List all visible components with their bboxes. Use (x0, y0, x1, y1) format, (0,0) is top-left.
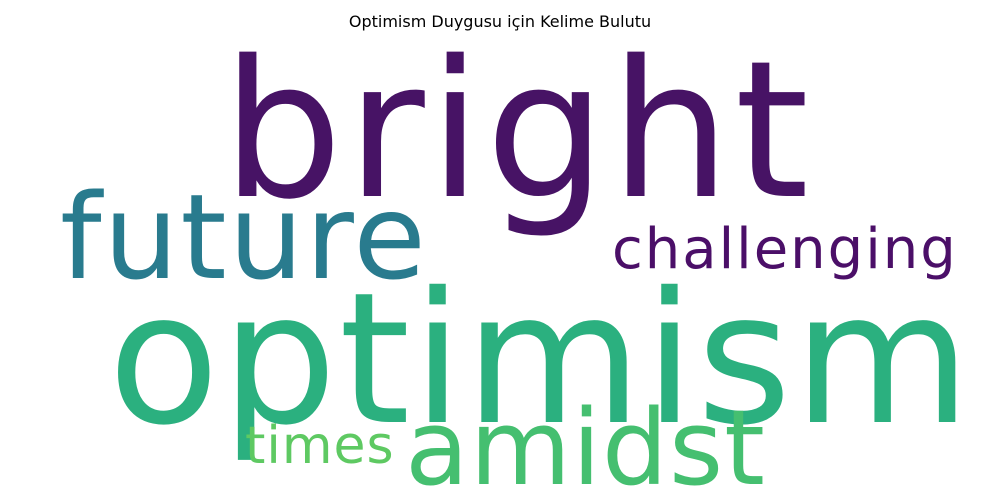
word-times: times (245, 416, 395, 476)
figure-title: Optimism Duygusu için Kelime Bulutu (348, 12, 652, 31)
word-amidst: amidst (405, 387, 766, 500)
word-challenging: challenging (612, 217, 958, 282)
word-bright: bright (222, 20, 814, 241)
word-future: future (60, 168, 428, 306)
word-optimism: optimism (108, 253, 973, 465)
